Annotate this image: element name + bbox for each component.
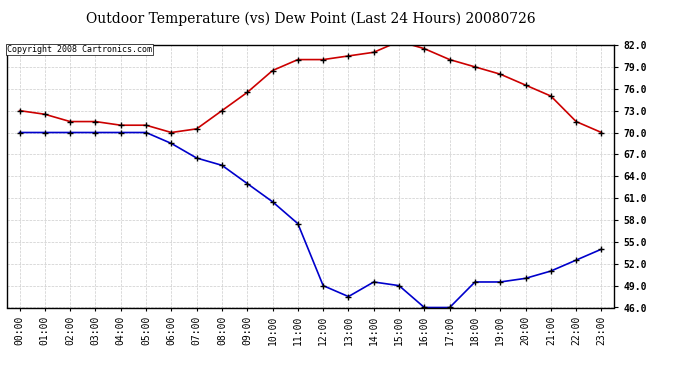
Text: Copyright 2008 Cartronics.com: Copyright 2008 Cartronics.com [7, 45, 152, 54]
Text: Outdoor Temperature (vs) Dew Point (Last 24 Hours) 20080726: Outdoor Temperature (vs) Dew Point (Last… [86, 11, 535, 26]
